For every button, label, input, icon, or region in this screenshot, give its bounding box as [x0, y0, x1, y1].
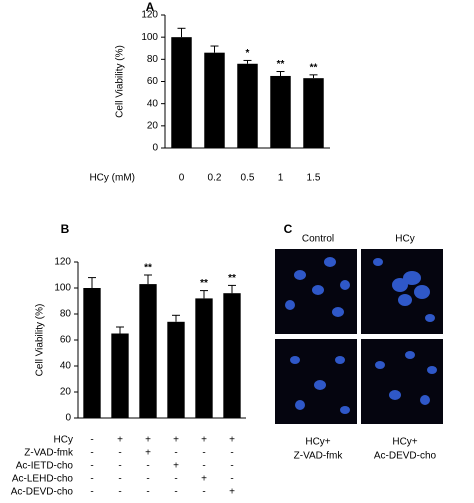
- y-tick-label: 40: [147, 98, 159, 109]
- treatment-sign: +: [201, 435, 207, 446]
- y-tick-label: 0: [152, 143, 158, 154]
- significance: **: [200, 278, 208, 289]
- treatment-sign: -: [90, 474, 93, 485]
- treatment-sign: -: [174, 474, 177, 485]
- condition-label: Ac-DEVD-cho: [374, 451, 437, 462]
- significance: *: [246, 48, 250, 59]
- y-tick-label: 120: [141, 10, 158, 21]
- y-tick-label: 80: [147, 54, 159, 65]
- treatment-sign: -: [202, 448, 205, 459]
- bar: [195, 298, 213, 418]
- treatment-name: HCy: [54, 435, 73, 446]
- y-tick-label: 60: [147, 76, 159, 87]
- treatment-sign: -: [90, 487, 93, 498]
- significance: **: [310, 62, 318, 73]
- bar: [270, 75, 291, 148]
- significance: **: [228, 273, 236, 284]
- treatment-sign: -: [118, 448, 121, 459]
- panel-title: A: [146, 0, 155, 14]
- treatment-sign: -: [146, 487, 149, 498]
- y-tick-label: 80: [60, 309, 72, 320]
- x-tick-label: 0.2: [208, 173, 222, 184]
- y-axis-label: Cell Viability (%): [35, 304, 46, 377]
- treatment-name: Ac-DEVD-cho: [11, 487, 74, 498]
- treatment-sign: -: [174, 448, 177, 459]
- treatment-sign: -: [230, 474, 233, 485]
- x-tick-label: 0: [179, 173, 185, 184]
- treatment-name: Ac-LEHD-cho: [12, 474, 74, 485]
- condition-label: HCy+: [392, 437, 417, 448]
- y-tick-label: 40: [60, 361, 72, 372]
- y-axis-label: Cell Viability (%): [115, 45, 126, 118]
- treatment-sign: -: [230, 448, 233, 459]
- treatment-sign: -: [202, 461, 205, 472]
- column-label: Control: [302, 234, 334, 245]
- bar: [139, 284, 157, 418]
- bar: [111, 333, 129, 418]
- treatment-sign: +: [229, 435, 235, 446]
- y-tick-label: 100: [54, 283, 71, 294]
- y-tick-label: 20: [147, 120, 159, 131]
- treatment-sign: -: [202, 487, 205, 498]
- bar: [204, 52, 225, 148]
- treatment-sign: -: [146, 461, 149, 472]
- treatment-sign: -: [118, 487, 121, 498]
- treatment-sign: -: [118, 461, 121, 472]
- bar: [237, 63, 258, 149]
- x-tick-label: 1.5: [307, 173, 321, 184]
- y-tick-label: 100: [141, 32, 158, 43]
- treatment-sign: +: [173, 435, 179, 446]
- column-label: HCy: [395, 234, 414, 245]
- treatment-sign: -: [90, 461, 93, 472]
- treatment-name: Ac-IETD-cho: [16, 461, 74, 472]
- y-tick-label: 60: [60, 335, 72, 346]
- y-tick-label: 20: [60, 387, 72, 398]
- micrograph: [361, 339, 443, 424]
- panel-title: B: [61, 222, 70, 236]
- bar: [171, 37, 192, 148]
- bar: [83, 288, 101, 418]
- treatment-sign: -: [174, 487, 177, 498]
- treatment-sign: +: [145, 448, 151, 459]
- bar: [223, 293, 241, 418]
- treatment-sign: +: [173, 461, 179, 472]
- treatment-sign: -: [230, 461, 233, 472]
- bar: [303, 78, 324, 148]
- treatment-sign: -: [118, 474, 121, 485]
- treatment-sign: -: [146, 474, 149, 485]
- nuclei: [285, 257, 437, 414]
- treatment-sign: -: [90, 448, 93, 459]
- treatment-sign: +: [145, 435, 151, 446]
- treatment-sign: +: [229, 487, 235, 498]
- bar: [167, 321, 185, 418]
- y-tick-label: 120: [54, 257, 71, 268]
- treatment-sign: +: [117, 435, 123, 446]
- significance: **: [144, 263, 152, 274]
- panel-title: C: [284, 222, 293, 236]
- y-tick-label: 0: [65, 413, 71, 424]
- significance: **: [277, 59, 285, 70]
- x-axis-label: HCy (mM): [89, 173, 135, 184]
- condition-label: HCy+: [305, 437, 330, 448]
- x-tick-label: 0.5: [241, 173, 255, 184]
- treatment-sign: +: [201, 474, 207, 485]
- panel-c: C Control HCy HCy+ Z-VAD-fmk HCy+ Ac-DEV…: [275, 222, 443, 462]
- condition-label: Z-VAD-fmk: [294, 451, 344, 462]
- treatment-name: Z-VAD-fmk: [24, 448, 74, 459]
- x-tick-label: 1: [278, 173, 284, 184]
- treatment-sign: -: [90, 435, 93, 446]
